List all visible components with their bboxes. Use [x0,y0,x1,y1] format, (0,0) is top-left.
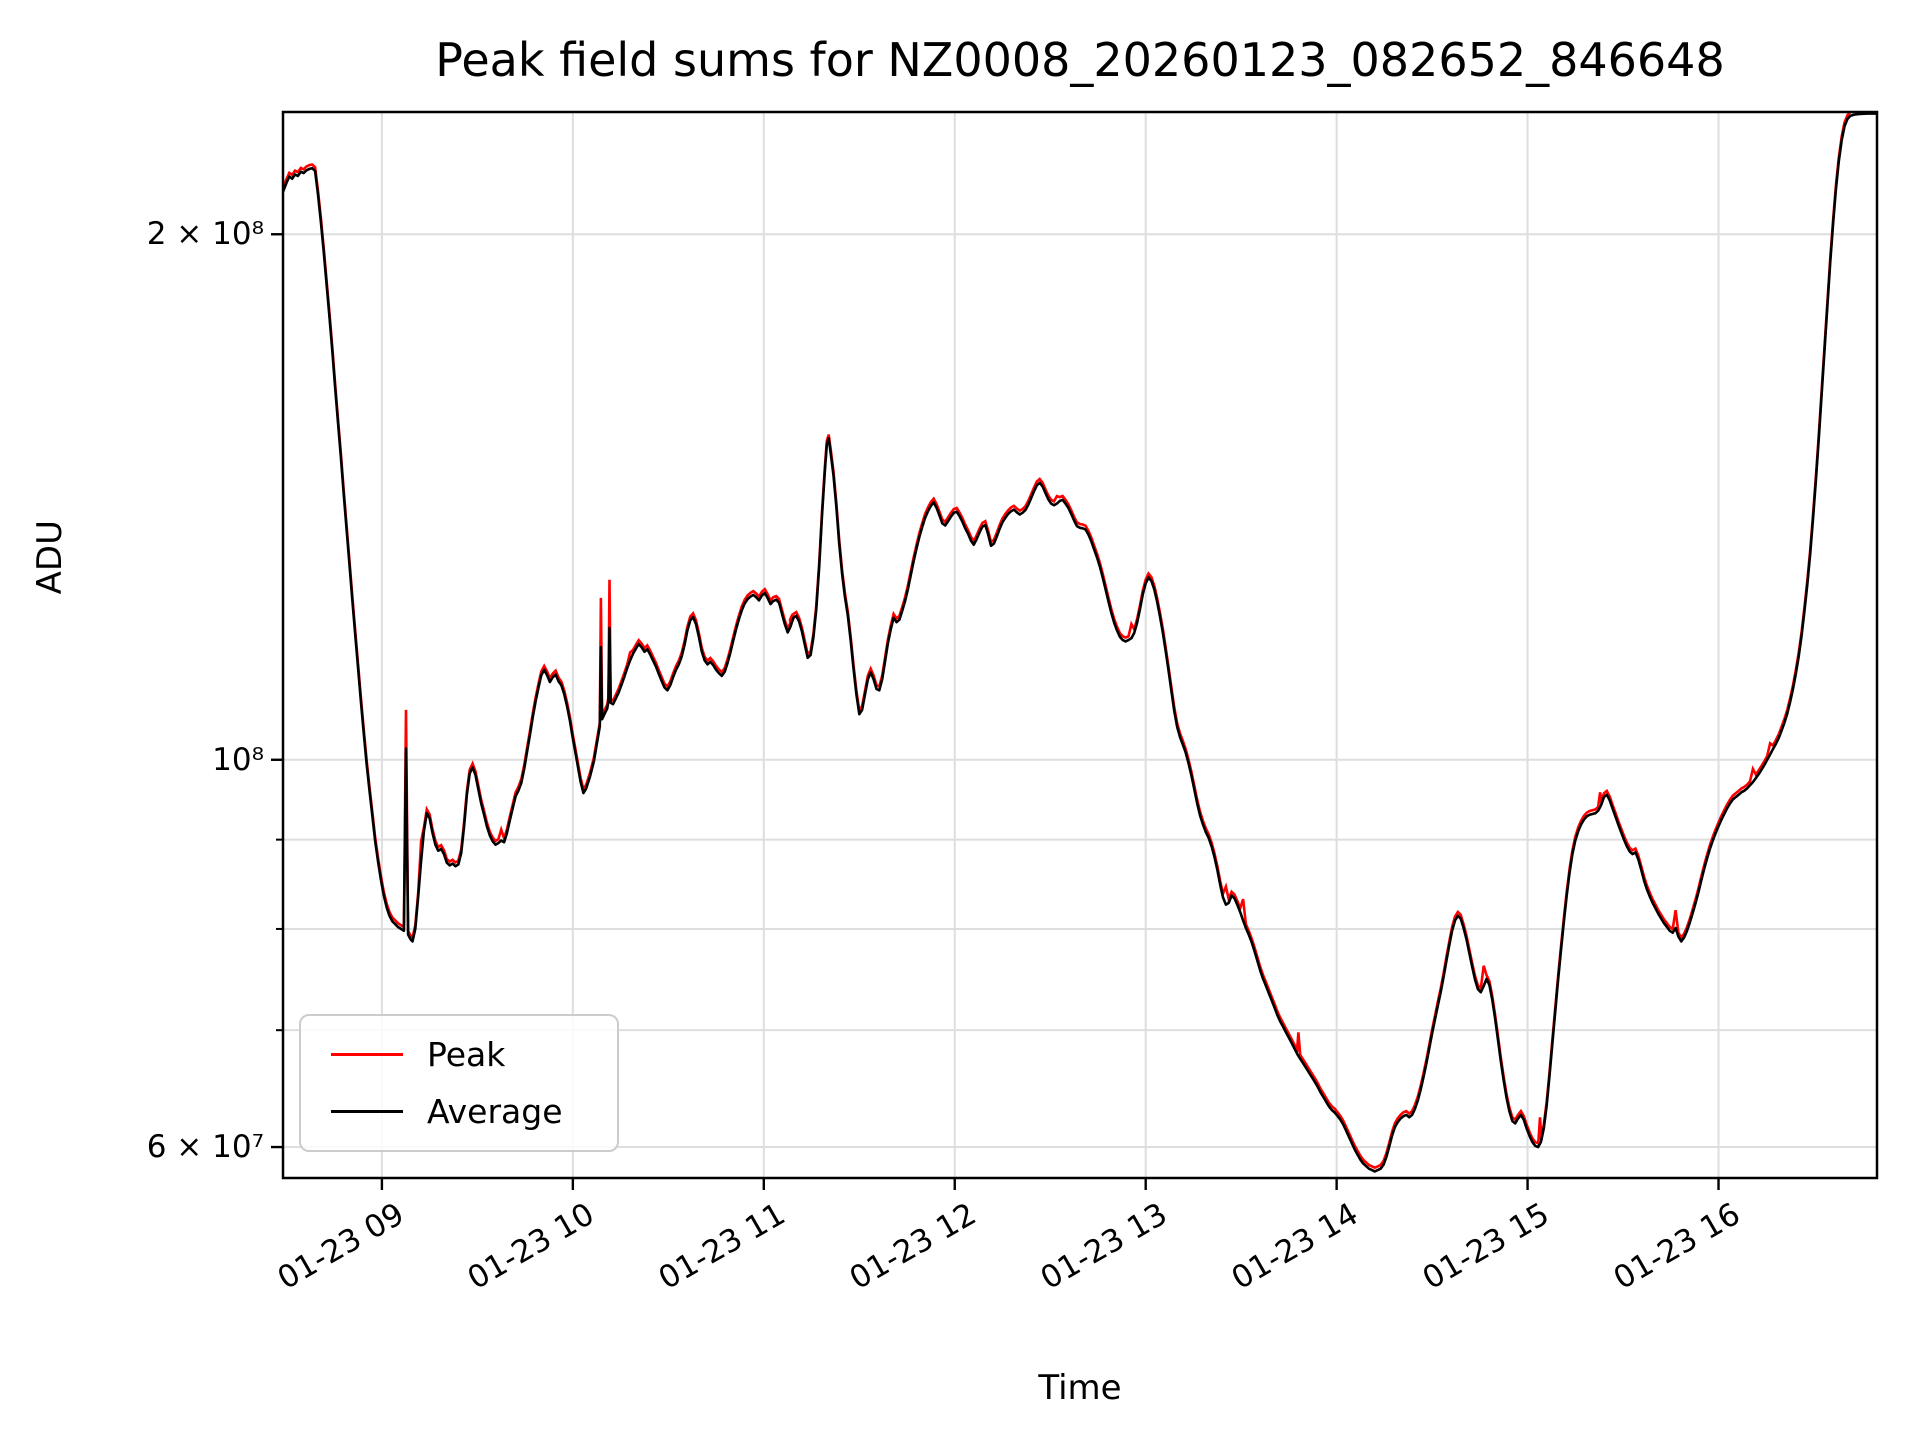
peak-line-swatch [331,1053,403,1056]
legend-label-average: Average [427,1092,563,1131]
y-tick-label: 2 × 10⁸ [146,216,264,253]
y-tick-label: 10⁸ [212,741,264,778]
axes-spines [281,110,1879,1180]
legend: Peak Average [299,1014,619,1152]
legend-entry-peak: Peak [301,1035,617,1074]
peak-series-line [283,112,1856,1170]
legend-entry-average: Average [301,1092,617,1131]
x-axis-label: Time [1038,1368,1122,1408]
y-axis-label: ADU [30,520,70,595]
chart-title: Peak field sums for NZ0008_20260123_0826… [435,33,1725,87]
average-series-line [283,112,1877,1173]
legend-label-peak: Peak [427,1035,506,1074]
average-line-swatch [331,1110,403,1113]
y-tick-label: 6 × 10⁷ [146,1129,264,1166]
